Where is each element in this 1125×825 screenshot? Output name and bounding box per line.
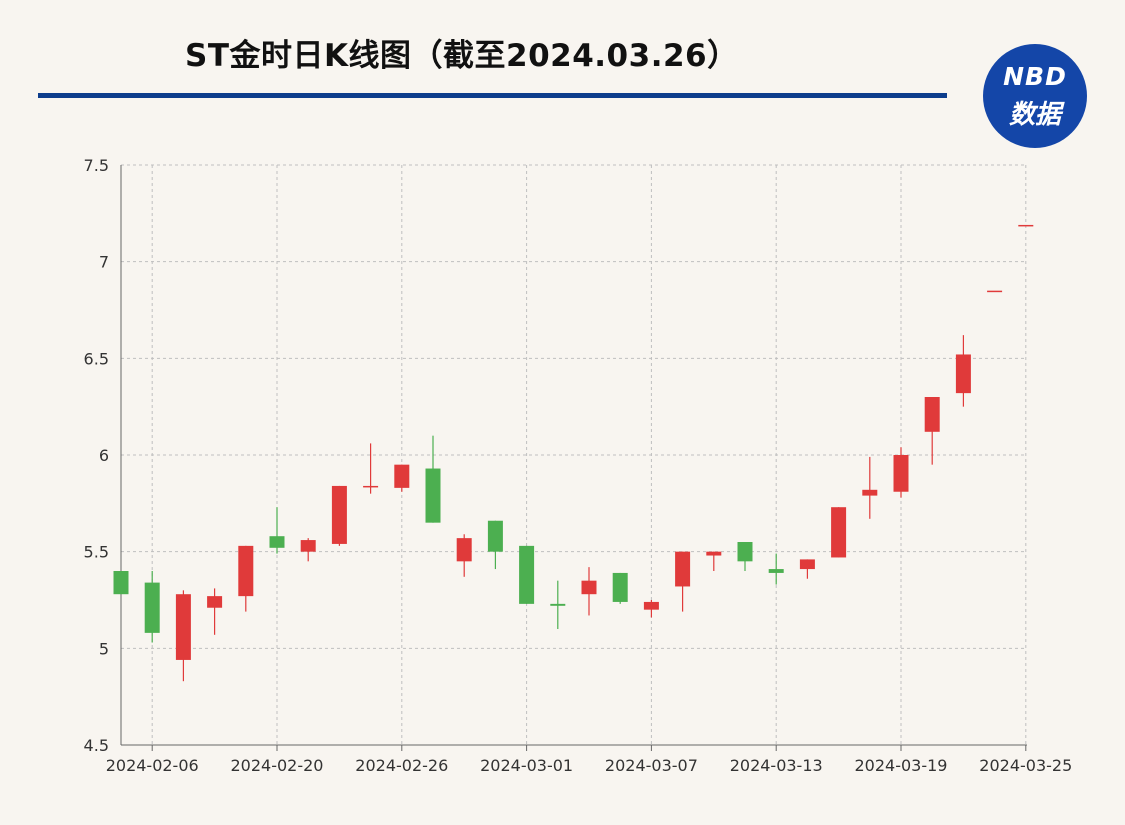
candle-body (955, 354, 971, 394)
candle-body (893, 455, 909, 492)
candle-body (768, 569, 784, 573)
candle-body (238, 545, 254, 597)
x-tick-label: 2024-03-07 (605, 756, 698, 775)
candle-body (799, 559, 815, 570)
candle-body (1018, 224, 1034, 227)
grid-lines (121, 164, 1027, 745)
x-tick-label: 2024-03-19 (855, 756, 948, 775)
candle-body (737, 542, 753, 562)
candle-body (550, 603, 566, 606)
candle-body (363, 485, 379, 488)
candle-body (643, 601, 659, 610)
candle-body (675, 551, 691, 587)
logo-text-data: 数据 (1008, 100, 1061, 130)
y-tick-label: 7.5 (84, 156, 109, 175)
candle-body (300, 540, 316, 552)
candle-body (519, 545, 535, 604)
y-tick-label: 4.5 (84, 736, 109, 755)
nbd-logo: NBD 数据 (983, 44, 1087, 148)
x-tick-label: 2024-02-26 (355, 756, 448, 775)
y-tick-label: 7 (99, 253, 109, 272)
x-tick-label: 2024-02-06 (106, 756, 199, 775)
logo-text-nbd: NBD (1003, 62, 1067, 91)
y-tick-labels: 4.5 5 5.5 6 6.5 7 7.5 (84, 156, 109, 755)
axes (120, 165, 1027, 751)
candle-body (331, 485, 347, 544)
candle-body (831, 507, 847, 558)
candle-body (394, 464, 410, 488)
candle-body (144, 582, 160, 633)
y-tick-label: 6 (99, 446, 109, 465)
x-tick-label: 2024-03-13 (730, 756, 823, 775)
x-tick-label: 2024-03-25 (979, 756, 1072, 775)
y-tick-label: 5.5 (84, 543, 109, 562)
x-tick-labels: 2024-02-06 2024-02-20 2024-02-26 2024-03-01… (106, 756, 1073, 775)
candle-body (425, 468, 441, 523)
candles (113, 224, 1034, 682)
candle-body (269, 536, 285, 548)
y-tick-label: 5 (99, 639, 109, 658)
candle-body (113, 571, 129, 595)
candle-body (706, 551, 722, 556)
candle-body (862, 489, 878, 496)
candle-body (456, 538, 472, 562)
page-title: ST金时日K线图（截至2024.03.26） (185, 38, 739, 74)
candle-body (987, 290, 1003, 293)
candle-body (612, 572, 628, 602)
candle-body (487, 520, 503, 552)
x-tick-label: 2024-02-20 (231, 756, 324, 775)
candle-body (924, 397, 940, 432)
y-tick-label: 6.5 (84, 349, 109, 368)
candle-body (207, 596, 223, 608)
candle-body (175, 594, 191, 660)
title-underline (38, 93, 947, 98)
candle-body (581, 580, 597, 595)
x-tick-label: 2024-03-01 (480, 756, 573, 775)
